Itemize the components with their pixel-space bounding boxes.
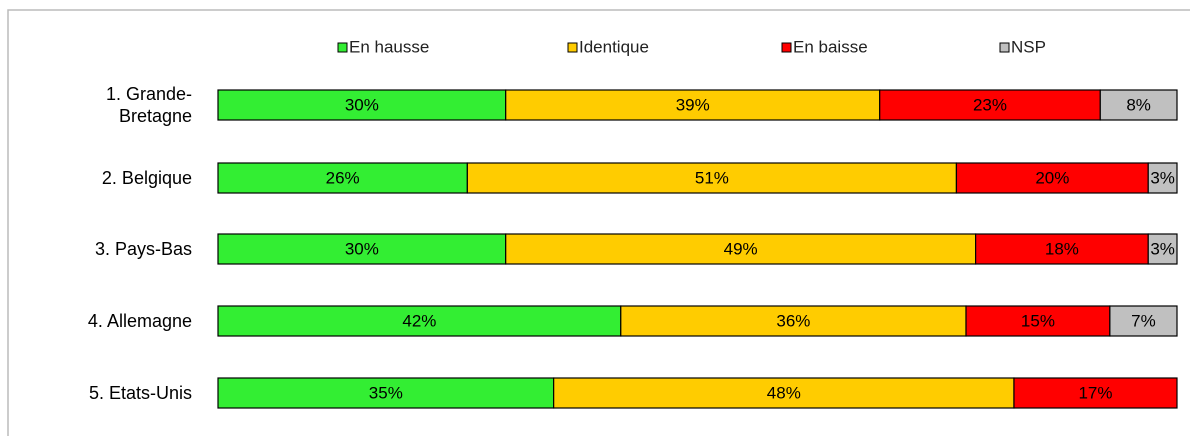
data-label: 20% <box>1035 168 1069 187</box>
bar-segment <box>1109 305 1178 337</box>
legend-swatch <box>999 42 1010 53</box>
legend-label: En baisse <box>793 37 868 56</box>
bar-segment <box>553 377 1015 409</box>
data-label: 49% <box>724 239 758 258</box>
legend-swatch <box>781 42 792 53</box>
data-label: 51% <box>695 168 729 187</box>
data-label: 23% <box>973 95 1007 114</box>
category-label: 3. Pays-Bas <box>94 239 192 259</box>
bar-segment <box>955 162 1149 194</box>
legend-label: En hausse <box>349 37 429 56</box>
bar-segment <box>217 89 507 121</box>
data-label: 15% <box>1021 311 1055 330</box>
category-label: 5. Etats-Unis <box>88 383 192 403</box>
data-label: 3% <box>1150 239 1175 258</box>
category-label: 1. Grande-Bretagne <box>105 84 192 126</box>
legend-swatch <box>337 42 348 53</box>
data-label: 36% <box>776 311 810 330</box>
bar-segment <box>505 89 881 121</box>
data-label: 30% <box>345 95 379 114</box>
bar-segment <box>1099 89 1178 121</box>
bar-segment <box>217 162 468 194</box>
bar-segment <box>217 305 622 337</box>
data-label: 7% <box>1131 311 1156 330</box>
data-label: 42% <box>402 311 436 330</box>
bar-segment <box>1013 377 1178 409</box>
data-label: 8% <box>1126 95 1151 114</box>
data-label: 17% <box>1078 383 1112 402</box>
data-label: 3% <box>1150 168 1175 187</box>
bar-segment <box>1147 233 1178 265</box>
frame <box>7 9 1190 436</box>
category-label: 2. Belgique <box>101 168 192 188</box>
bar-segment <box>879 89 1101 121</box>
data-label: 30% <box>345 239 379 258</box>
data-label: 39% <box>676 95 710 114</box>
legend-swatch <box>567 42 578 53</box>
legend-label: NSP <box>1011 37 1046 56</box>
data-label: 26% <box>326 168 360 187</box>
data-label: 18% <box>1045 239 1079 258</box>
bar-segment <box>620 305 967 337</box>
data-label: 48% <box>767 383 801 402</box>
bar-segment <box>466 162 958 194</box>
bar-segment <box>505 233 977 265</box>
bar-segment <box>217 233 507 265</box>
data-label: 35% <box>369 383 403 402</box>
bar-segment <box>1147 162 1178 194</box>
legend-label: Identique <box>579 37 649 56</box>
category-label: 4. Allemagne <box>87 311 192 331</box>
bar-segment <box>217 377 555 409</box>
